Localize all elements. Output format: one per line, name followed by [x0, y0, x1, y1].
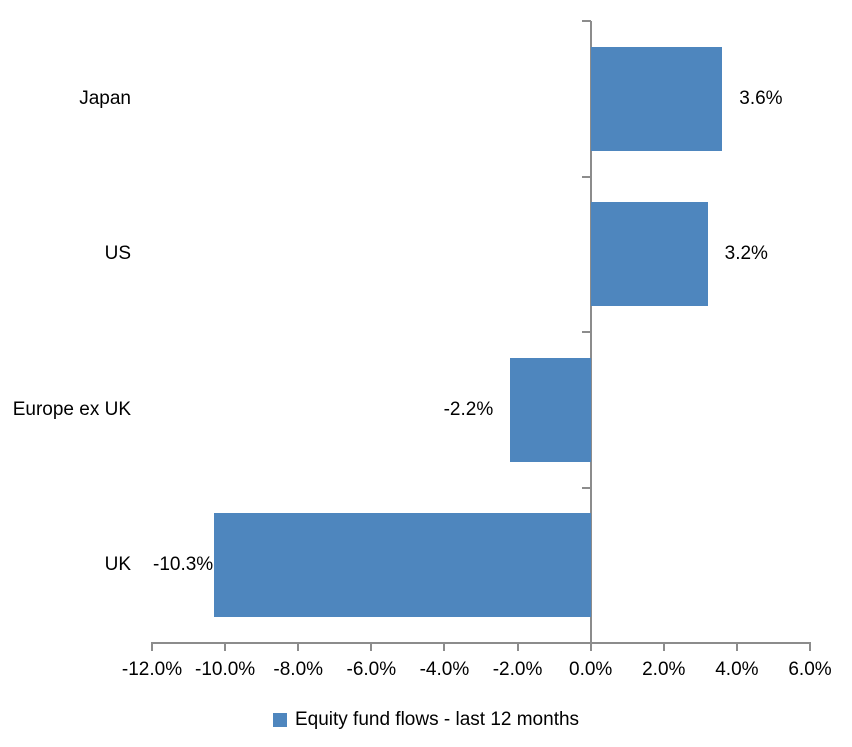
x-axis-tick: [370, 643, 373, 651]
x-axis-tick: [297, 643, 300, 651]
bar-us: [590, 202, 708, 307]
x-axis-tick: [589, 643, 592, 651]
bar-japan: [590, 46, 723, 151]
category-label: UK: [104, 554, 131, 576]
x-tick-label: -10.0%: [195, 659, 256, 680]
x-axis-tick: [224, 643, 227, 651]
zero-axis-line: [589, 21, 592, 643]
y-axis-tick: [581, 20, 591, 22]
x-tick-label: 0.0%: [569, 659, 613, 680]
x-tick-label: 2.0%: [642, 659, 686, 680]
bar-value-label: -2.2%: [443, 398, 494, 420]
y-axis-tick: [581, 486, 591, 489]
category-label: US: [104, 243, 131, 265]
bar-value-label: 3.2%: [724, 243, 768, 265]
category-label: Europe ex UK: [12, 398, 131, 420]
x-axis-tick: [516, 643, 519, 651]
legend-label: Equity fund flows - last 12 months: [294, 709, 580, 730]
x-axis-tick: [151, 643, 153, 651]
x-axis-tick: [809, 643, 811, 651]
x-tick-label: 6.0%: [788, 659, 832, 680]
x-tick-label: -2.0%: [492, 659, 543, 680]
bar-value-label: -10.3%: [153, 554, 214, 576]
bar-value-label: 3.6%: [739, 87, 783, 109]
x-tick-label: 4.0%: [715, 659, 759, 680]
y-axis-tick: [581, 175, 591, 178]
bar-europe-ex-uk: [510, 357, 591, 462]
x-tick-label: -4.0%: [419, 659, 470, 680]
chart-legend: Equity fund flows - last 12 months: [0, 706, 852, 734]
y-axis-tick: [581, 642, 591, 644]
x-tick-label: -8.0%: [273, 659, 324, 680]
legend-swatch: [272, 713, 287, 727]
y-axis-tick: [581, 331, 591, 333]
x-tick-label: -12.0%: [121, 659, 183, 680]
x-axis-tick: [443, 643, 446, 651]
category-label: Japan: [79, 87, 131, 109]
x-axis-tick: [662, 643, 665, 651]
x-axis-line: [151, 642, 811, 644]
x-tick-label: -6.0%: [346, 659, 397, 680]
x-axis-tick: [735, 643, 738, 651]
bar-uk: [214, 513, 591, 618]
